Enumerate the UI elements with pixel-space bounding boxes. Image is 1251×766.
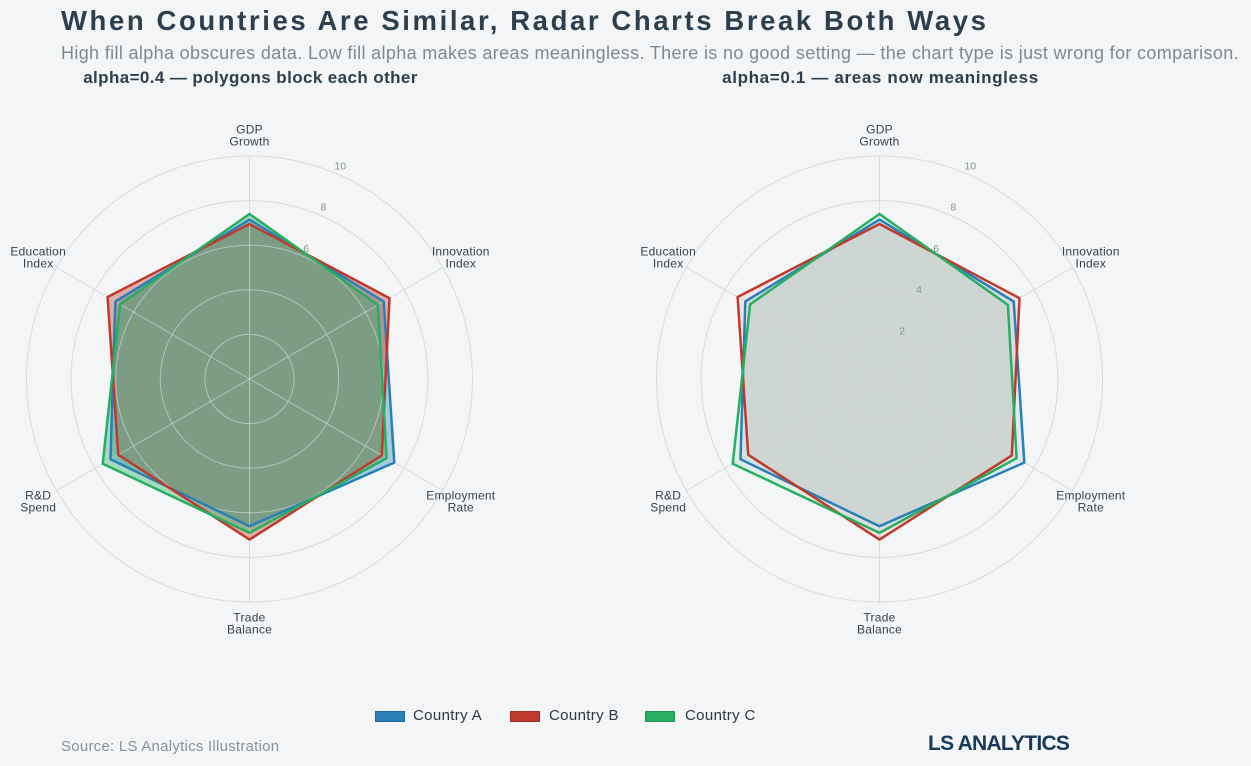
svg-text:Index: Index [445, 256, 476, 270]
svg-text:Employment: Employment [426, 489, 496, 503]
svg-text:Growth: Growth [229, 134, 269, 148]
svg-text:R&D: R&D [655, 489, 681, 503]
svg-text:8: 8 [320, 202, 326, 214]
svg-text:4: 4 [286, 284, 292, 296]
svg-text:Growth: Growth [859, 134, 899, 148]
svg-text:Balance: Balance [227, 622, 272, 636]
svg-text:Innovation: Innovation [1062, 245, 1120, 259]
svg-text:2: 2 [899, 325, 905, 337]
svg-text:Spend: Spend [650, 500, 686, 514]
svg-text:Index: Index [653, 256, 684, 270]
svg-text:4: 4 [916, 284, 922, 296]
svg-text:GDP: GDP [866, 123, 893, 137]
svg-text:Education: Education [640, 245, 696, 259]
svg-text:Spend: Spend [20, 500, 56, 514]
svg-text:GDP: GDP [236, 123, 263, 137]
svg-text:6: 6 [303, 243, 309, 255]
svg-text:Innovation: Innovation [432, 245, 490, 259]
svg-text:Trade: Trade [863, 611, 895, 625]
svg-text:10: 10 [334, 161, 346, 173]
svg-text:Employment: Employment [1056, 489, 1126, 503]
svg-text:Education: Education [10, 245, 66, 259]
svg-text:2: 2 [269, 325, 275, 337]
svg-text:6: 6 [933, 243, 939, 255]
svg-text:Balance: Balance [857, 622, 902, 636]
svg-text:Rate: Rate [1078, 500, 1104, 514]
svg-text:R&D: R&D [25, 489, 51, 503]
svg-text:8: 8 [950, 202, 956, 214]
svg-text:Rate: Rate [448, 500, 474, 514]
svg-text:Trade: Trade [233, 611, 265, 625]
svg-text:10: 10 [964, 161, 976, 173]
svg-text:Index: Index [1075, 256, 1106, 270]
svg-text:Index: Index [23, 256, 54, 270]
